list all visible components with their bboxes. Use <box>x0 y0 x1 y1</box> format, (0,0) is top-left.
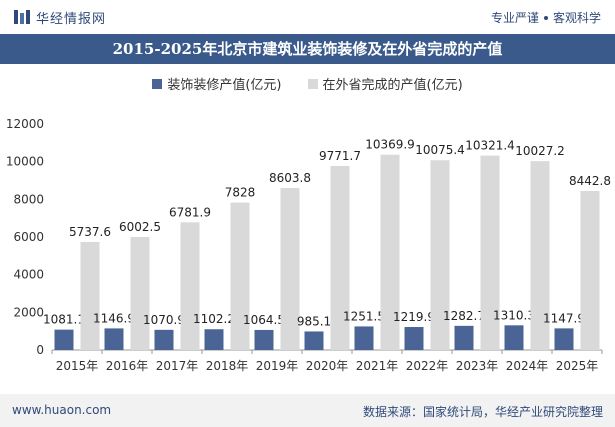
data-label-series-2: 8603.8 <box>269 171 311 185</box>
footer-site-link[interactable]: www.huaon.com <box>12 403 112 417</box>
bar-series-1 <box>304 331 324 350</box>
legend-swatch-series-1 <box>152 78 163 89</box>
chart-title: 2015-2025年北京市建筑业装饰装修及在外省完成的产值 <box>112 40 503 58</box>
bar-series-2 <box>230 202 250 350</box>
data-label-series-1: 1070.9 <box>143 313 185 327</box>
bar-series-2 <box>580 190 600 350</box>
data-label-series-1: 1282.7 <box>443 309 485 323</box>
brand: 华经情报网 <box>14 8 107 27</box>
x-tick-label: 2016年 <box>106 359 149 373</box>
x-tick-label: 2025年 <box>556 359 599 373</box>
y-tick-label: 4000 <box>13 268 44 282</box>
data-label-series-1: 1251.5 <box>343 309 385 323</box>
bar-series-2 <box>380 154 400 350</box>
bar-series-1 <box>204 329 224 350</box>
bar-series-1 <box>404 327 424 350</box>
bar-series-1 <box>154 329 174 350</box>
top-bar: 华经情报网 专业严谨 客观科学 <box>0 0 615 34</box>
data-label-series-2: 10075.4 <box>415 143 465 157</box>
bar-series-2 <box>80 241 100 350</box>
legend-label-series-2: 在外省完成的产值(亿元) <box>322 78 463 93</box>
y-tick-label: 6000 <box>13 230 44 244</box>
data-label-series-2: 8442.8 <box>569 174 611 188</box>
bar-series-1 <box>504 325 524 350</box>
bar-series-2 <box>330 165 350 350</box>
bar-series-2 <box>480 155 500 350</box>
footer-source: 数据来源：国家统计局，华经产业研究院整理 <box>362 405 603 419</box>
legend-swatch-series-2 <box>307 78 318 89</box>
legend-item-series-1: 装饰装修产值(亿元) <box>152 74 282 93</box>
bar-series-1 <box>454 325 474 350</box>
x-tick-label: 2017年 <box>156 359 199 373</box>
data-label-series-2: 10027.2 <box>515 144 565 158</box>
footer: www.huaon.com 数据来源：国家统计局，华经产业研究院整理 <box>0 394 615 427</box>
bar-series-2 <box>430 160 450 350</box>
x-tick-label: 2024年 <box>506 359 549 373</box>
data-label-series-1: 1102.2 <box>193 312 235 326</box>
data-label-series-1: 1147.9 <box>543 311 585 325</box>
y-tick-label: 8000 <box>13 192 44 206</box>
x-tick-label: 2015年 <box>56 359 99 373</box>
brand-logo-icon <box>14 9 30 25</box>
tagline-left: 专业严谨 <box>490 11 539 25</box>
tagline-right: 客观科学 <box>552 11 601 25</box>
x-tick-label: 2022年 <box>406 359 449 373</box>
bar-series-1 <box>254 329 274 350</box>
y-tick-label: 10000 <box>6 155 44 169</box>
bar-series-2 <box>130 236 150 350</box>
data-label-series-2: 6002.5 <box>119 220 161 234</box>
bar-series-1 <box>104 328 124 350</box>
x-tick-label: 2020年 <box>306 359 349 373</box>
y-tick-label: 2000 <box>13 305 44 319</box>
y-tick-label: 0 <box>36 343 44 357</box>
bar-series-2 <box>180 222 200 350</box>
data-label-series-1: 1310.3 <box>493 308 535 322</box>
chart-legend: 装饰装修产值(亿元) 在外省完成的产值(亿元) <box>0 74 615 93</box>
data-label-series-2: 10321.4 <box>465 139 515 153</box>
data-label-series-2: 7828 <box>225 186 256 200</box>
data-label-series-2: 6781.9 <box>169 205 211 219</box>
x-tick-label: 2021年 <box>356 359 399 373</box>
data-label-series-2: 10369.9 <box>365 138 415 152</box>
bar-series-2 <box>280 187 300 350</box>
bar-series-1 <box>54 329 74 350</box>
title-bar: 2015-2025年北京市建筑业装饰装修及在外省完成的产值 <box>0 34 615 64</box>
data-label-series-1: 1064.5 <box>243 313 285 327</box>
x-tick-label: 2018年 <box>206 359 249 373</box>
data-label-series-1: 1146.9 <box>93 311 135 325</box>
separator-dot-icon <box>543 15 548 20</box>
legend-item-series-2: 在外省完成的产值(亿元) <box>307 74 463 93</box>
data-label-series-2: 5737.6 <box>69 225 111 239</box>
tagline: 专业严谨 客观科学 <box>491 9 601 26</box>
data-label-series-1: 985.1 <box>297 314 331 328</box>
bar-series-1 <box>354 326 374 350</box>
legend-label-series-1: 装饰装修产值(亿元) <box>167 78 282 93</box>
x-tick-label: 2023年 <box>456 359 499 373</box>
y-tick-label: 12000 <box>6 117 44 131</box>
brand-name: 华经情报网 <box>36 11 107 27</box>
data-label-series-1: 1081.1 <box>43 313 85 327</box>
data-label-series-2: 9771.7 <box>319 149 361 163</box>
data-label-series-1: 1219.9 <box>393 310 435 324</box>
bar-chart: 0 2000 4000 6000 8000 10000 12000 1081.1 5737.6 2… <box>6 117 611 373</box>
bar-series-2 <box>530 161 550 350</box>
bar-series-1 <box>554 328 574 350</box>
x-tick-label: 2019年 <box>256 359 299 373</box>
